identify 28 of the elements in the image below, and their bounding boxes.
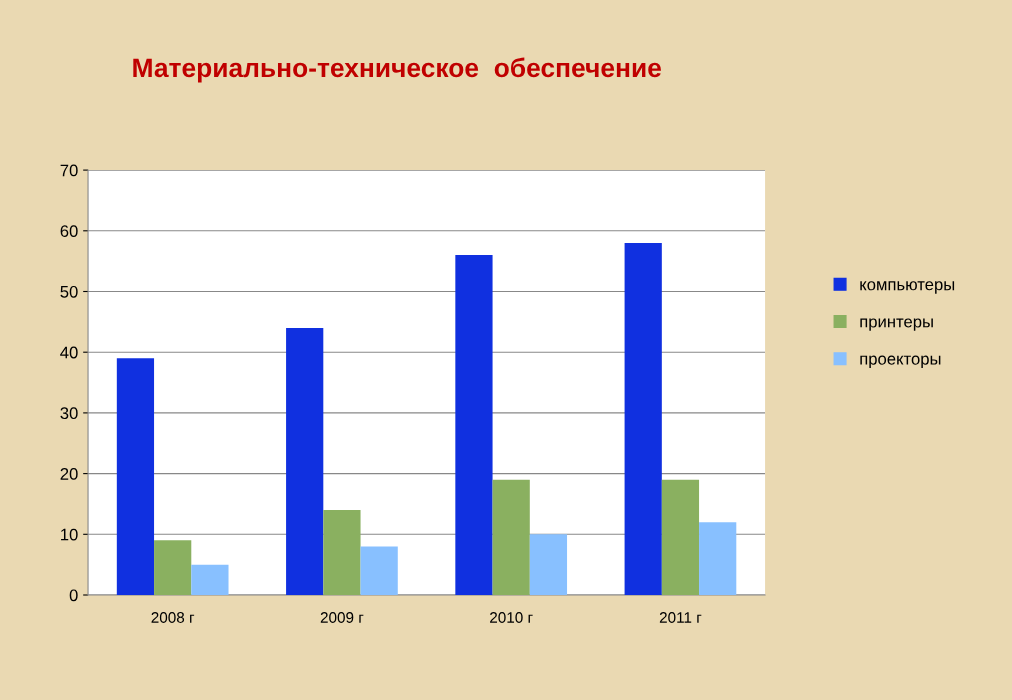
y-tick-label: 50	[60, 285, 78, 298]
y-tick-label: 30	[60, 407, 78, 420]
bar	[191, 564, 229, 595]
legend-label: проекторы	[860, 355, 941, 369]
bar	[492, 479, 530, 595]
x-tick-label: 2011 г	[659, 612, 702, 623]
chart-title: Материально-техническое обеспечение	[133, 57, 661, 83]
bar	[360, 546, 398, 595]
bar	[455, 255, 493, 595]
bar	[323, 510, 361, 595]
bar	[529, 534, 568, 595]
y-tick-label: 10	[61, 528, 78, 541]
y-tick-label: 40	[60, 346, 78, 359]
legend-label: компьютеры	[860, 281, 955, 294]
bar	[154, 540, 192, 595]
bar	[116, 358, 155, 595]
y-tick-label: 60	[60, 225, 78, 237]
bar	[624, 242, 662, 595]
x-tick-label: 2010 г	[490, 612, 533, 623]
bar	[286, 327, 324, 595]
y-tick-label: 70	[60, 164, 78, 177]
bar	[699, 522, 737, 595]
x-tick-label: 2009 г	[320, 612, 364, 623]
bar	[661, 479, 700, 595]
y-tick-label: 0	[69, 589, 78, 602]
y-tick-label: 20	[60, 468, 78, 480]
legend-label: принтеры	[860, 318, 933, 331]
x-tick-label: 2008 г	[151, 612, 195, 623]
